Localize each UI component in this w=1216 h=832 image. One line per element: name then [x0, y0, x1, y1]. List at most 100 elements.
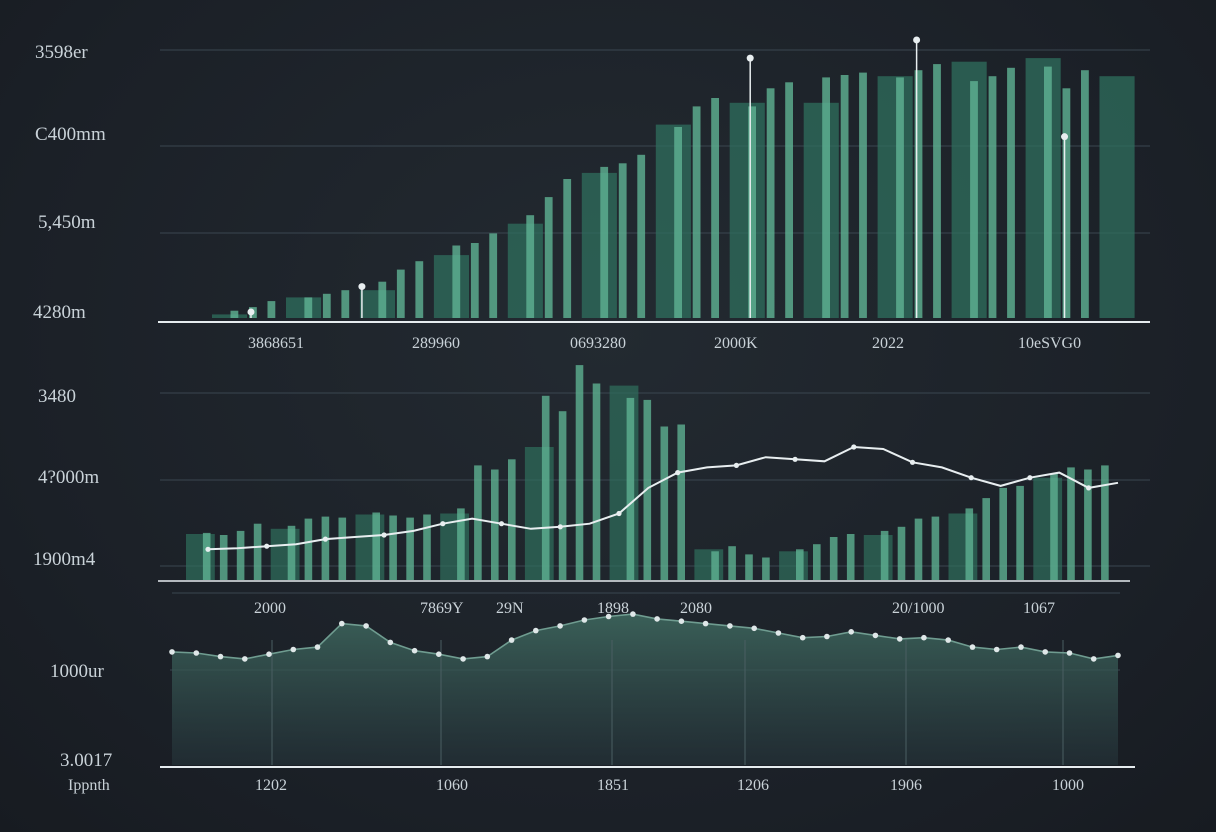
middle-bar	[389, 515, 397, 580]
middle-bar	[677, 424, 685, 580]
bottom-series-point	[193, 650, 200, 656]
bottom-series-point	[411, 647, 418, 654]
middle-bar	[457, 508, 465, 580]
top-bar	[415, 261, 424, 318]
top-bar	[433, 255, 469, 318]
top-bar	[674, 127, 682, 318]
middle-bar	[491, 469, 499, 580]
middle-bar	[592, 383, 601, 580]
top-bar	[600, 166, 609, 318]
top-bar	[1007, 67, 1015, 318]
bottom-series-point	[266, 651, 272, 657]
bottom-series-point	[872, 632, 879, 639]
bottom-series-point	[751, 625, 757, 632]
top-bar	[859, 72, 867, 318]
top-bar	[840, 75, 849, 318]
top-bar	[230, 310, 239, 318]
bottom-series-point	[921, 634, 927, 641]
bottom-series-point	[945, 637, 951, 643]
middle-bar	[253, 523, 262, 580]
bottom-series-point	[824, 633, 830, 640]
top-bar	[692, 106, 701, 319]
middle-x-tick-label: 2000	[254, 600, 286, 617]
bottom-series-point	[508, 637, 515, 643]
bottom-series-point	[314, 644, 321, 650]
top-bar	[286, 297, 322, 318]
middle-bar	[372, 512, 380, 580]
bottom-series-point	[1066, 650, 1073, 656]
top-bar	[322, 293, 331, 318]
middle-series-point	[733, 462, 740, 468]
top-y-tick-label: 5,450m	[38, 212, 96, 233]
bottom-x-tick-label: 1906	[890, 777, 922, 794]
middle-series-point	[557, 524, 563, 530]
middle-bar	[982, 498, 990, 580]
top-bar	[1081, 70, 1089, 318]
top-bar	[766, 88, 775, 318]
top-bar	[1099, 76, 1135, 318]
middle-y-tick-label: 4?000m	[38, 467, 99, 488]
top-marker-point	[913, 36, 921, 44]
middle-bar	[558, 411, 567, 580]
top-y-tick-label: 3598er	[35, 42, 88, 63]
bottom-series-point	[605, 613, 612, 620]
top-bar	[655, 124, 691, 318]
bottom-area-fill	[172, 614, 1118, 765]
middle-bar	[1067, 467, 1075, 580]
top-bar	[896, 77, 904, 319]
top-bar	[1062, 88, 1071, 318]
top-bar	[563, 179, 572, 318]
bottom-series-point	[896, 636, 903, 642]
top-marker-point	[1061, 133, 1069, 141]
middle-bar	[897, 526, 906, 580]
top-bar	[304, 297, 313, 318]
middle-series-point	[851, 444, 857, 450]
top-bar	[822, 77, 830, 319]
bottom-area-chart: 1000ur 3.0017 Ippnth 1202 1060 1851 1206…	[50, 611, 1135, 794]
middle-x-tick-label: 1898	[597, 600, 629, 617]
top-bar	[637, 154, 646, 318]
middle-bar	[762, 557, 770, 580]
bottom-series-point	[169, 649, 175, 655]
middle-bar	[406, 517, 414, 580]
top-bar	[544, 197, 553, 318]
top-markers-group	[247, 36, 1069, 318]
middle-bar	[1050, 473, 1058, 580]
bottom-series-point	[678, 618, 685, 624]
top-bar	[212, 314, 248, 318]
middle-bar	[931, 516, 940, 580]
middle-bar	[846, 534, 855, 580]
bottom-series-point	[387, 639, 394, 646]
bottom-series-point	[460, 656, 466, 662]
bottom-series-point	[339, 620, 345, 627]
middle-series-point	[792, 456, 798, 462]
middle-series-point	[968, 475, 974, 481]
bottom-series-point	[242, 656, 248, 662]
middle-bar-line-chart: 3480 4?000m 1900m4 2000 7869Y 29N 1898 2…	[33, 365, 1150, 617]
bottom-series-point	[1090, 656, 1097, 662]
middle-x-tick-label: 20/1000	[892, 600, 944, 617]
middle-bar	[236, 530, 245, 580]
top-bar	[1025, 58, 1061, 318]
top-x-tick-label: 10eSVG0	[1018, 335, 1081, 352]
top-bar	[489, 233, 498, 318]
top-x-tick-label: 2000K	[714, 335, 758, 352]
top-bar	[378, 281, 387, 318]
top-x-tick-label: 3868651	[248, 335, 304, 352]
bottom-x-tick-label: 1202	[255, 777, 287, 794]
top-bar	[748, 106, 756, 319]
bottom-series-point	[436, 651, 442, 657]
middle-bar	[1016, 485, 1024, 580]
top-y-tick-label: C400mm	[35, 124, 106, 145]
middle-y-tick-label: 3480	[38, 386, 76, 407]
middle-bar	[711, 551, 719, 580]
bottom-series-point	[533, 627, 539, 634]
middle-series-point	[909, 459, 916, 465]
top-bar	[1044, 66, 1052, 318]
bottom-series-point	[217, 653, 224, 660]
middle-bar	[626, 397, 635, 580]
top-bar	[526, 215, 535, 318]
top-marker-point	[247, 308, 255, 316]
middle-bar	[745, 554, 753, 580]
middle-bar	[796, 549, 804, 580]
